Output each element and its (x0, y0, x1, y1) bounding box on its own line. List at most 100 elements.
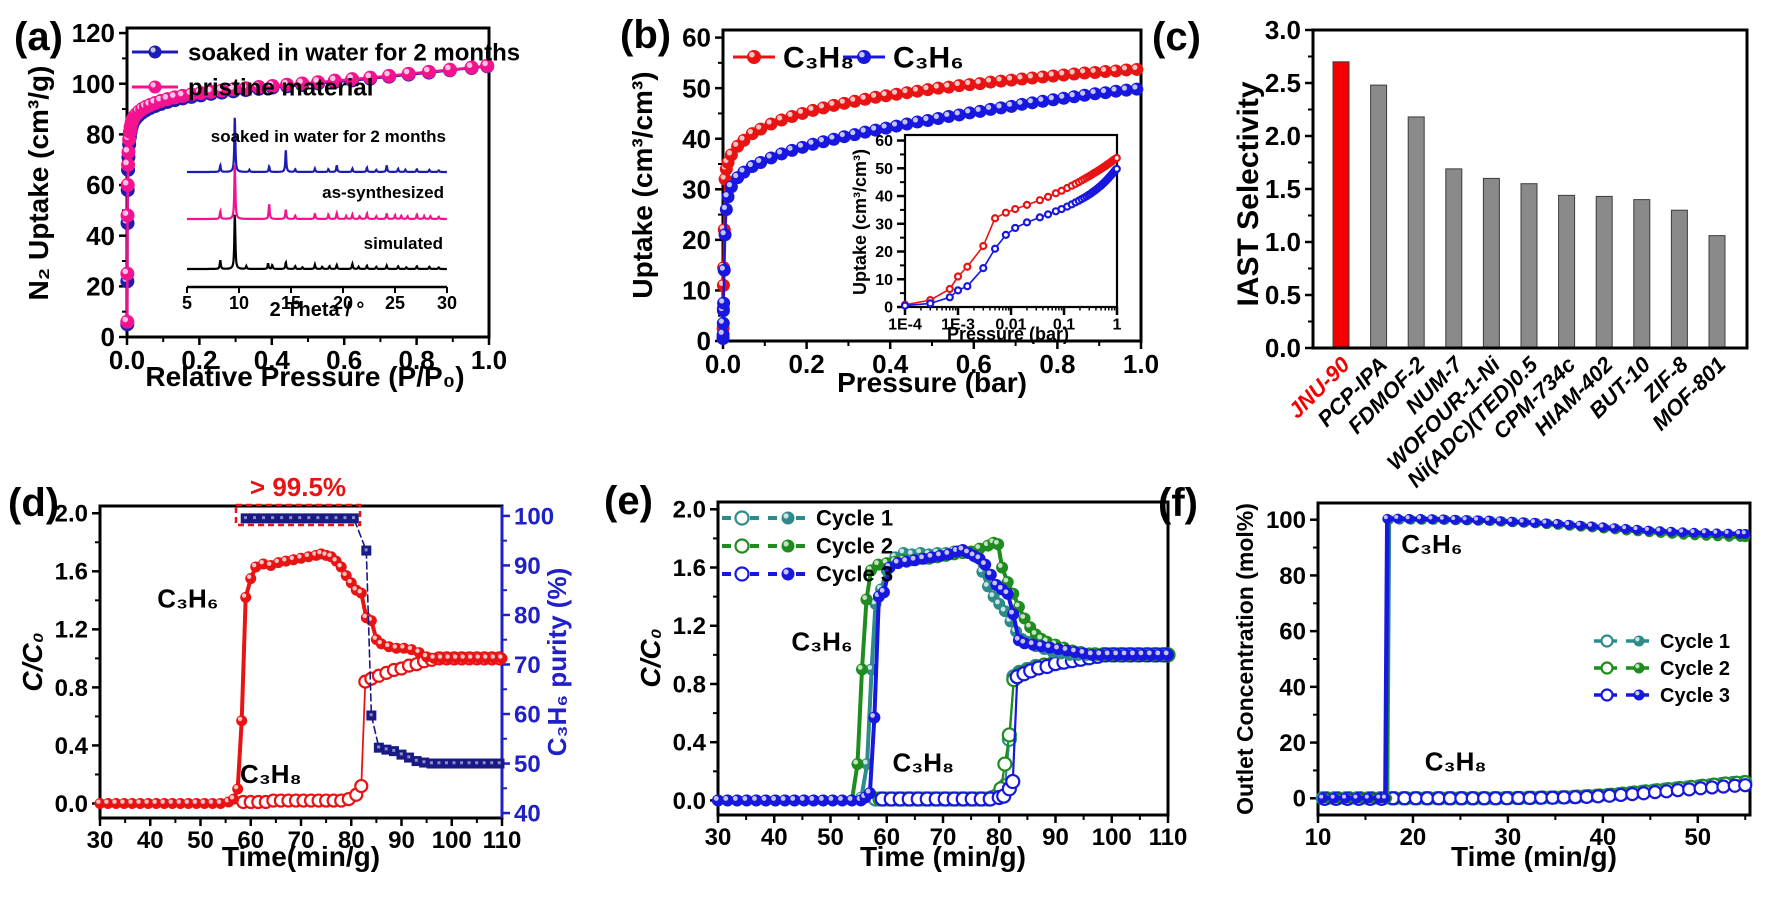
pxrd-trace (187, 214, 447, 271)
panel-letter-a: (a) (14, 15, 63, 59)
ylabel-inset: Uptake (cm³/cm³) (850, 149, 870, 295)
x-tick-label: 0.1 (1053, 317, 1075, 334)
pxrd-trace (187, 117, 447, 174)
x-tick-label: 60 (873, 824, 900, 851)
y-tick-label: 1.5 (1265, 174, 1301, 204)
x-tick-label: 0.4 (872, 349, 909, 379)
panel-letter-b: (b) (620, 13, 671, 57)
series-cycle3-c3h8 (874, 647, 1173, 807)
x-tick-label: 1.0 (1123, 349, 1159, 379)
x-tick-label: 1E-3 (941, 317, 975, 334)
bar-Ni(ADC)(TED)0.5 (1520, 183, 1538, 349)
y-tick-label: 2.0 (1265, 121, 1301, 151)
x-tick-label: 0.6 (956, 349, 992, 379)
legend: C₃H₈ C₃H₆ (733, 42, 964, 75)
x-tick-label: 70 (288, 827, 315, 854)
y-tick-label: 2.0 (55, 501, 88, 528)
bar-ZIF-8 (1670, 209, 1688, 349)
xlabel-a: Relative Pressure (P/P₀) (145, 361, 464, 392)
x-tick-label: 0.0 (109, 345, 145, 375)
panel-e: (e) 30 40 50 60 70 80 90 100 110 0.0 0.4 0.8 1.2 1.6 2.… (604, 479, 1187, 872)
y-tick-label: 1.6 (673, 555, 706, 582)
y-tick-label: 80 (1279, 563, 1306, 590)
xlabel-b: Pressure (bar) (837, 367, 1027, 398)
legend-label: Cycle 2 (816, 534, 893, 559)
x-tick-label: 80 (338, 827, 365, 854)
y-tick-label: 0.0 (55, 791, 88, 818)
y-tick-label: 30 (682, 174, 711, 204)
x-tick-label: 100 (432, 827, 472, 854)
y-tick-label: 80 (86, 119, 115, 149)
y-tick-label: 1.2 (673, 613, 706, 640)
y2-tick-label: 100 (514, 503, 554, 530)
bar-NUM-7 (1445, 168, 1463, 349)
y-tick-label: 0.4 (55, 733, 89, 760)
ylabel-d: C/C₀ (17, 632, 48, 691)
y-tick-label: 3.0 (1265, 15, 1301, 45)
annotation-box (234, 503, 362, 527)
bar-PCP-IPA (1370, 84, 1388, 349)
annotation-text: C₃H₆ (157, 584, 218, 614)
y-tick-label: 120 (72, 18, 115, 48)
y-tick-label: 60 (875, 133, 893, 150)
pxrd-trace-label: soaked in water for 2 months (211, 127, 446, 146)
pxrd-tick: 25 (385, 293, 405, 313)
y2-tick-label: 70 (514, 652, 541, 679)
x-tick-label: 10 (1305, 824, 1332, 851)
annotation-text: C₃H₈ (1425, 746, 1487, 776)
x-tick-label: 1 (1113, 317, 1122, 334)
x-tick-label: 40 (761, 824, 788, 851)
y-tick-label: 0.0 (1265, 333, 1301, 363)
y-tick-label: 20 (86, 271, 115, 301)
y-tick-label: 2.5 (1265, 68, 1301, 98)
pxrd-inset: soaked in water for 2 months as-synthesiz… (182, 117, 457, 321)
x-tick-label: 50 (1684, 824, 1711, 851)
panel-letter-c: (c) (1152, 15, 1201, 59)
y-tick-label: 60 (1279, 619, 1306, 646)
pxrd-tick: 5 (182, 293, 192, 313)
bars (1332, 61, 1726, 349)
y-tick-label: 0 (884, 300, 893, 317)
bar-HIAM-402 (1595, 195, 1613, 349)
ylabel-f: Outlet Concentration (mol%) (1232, 503, 1258, 815)
bar-MOF-801 (1708, 235, 1726, 349)
y-tick-label: 0 (101, 322, 115, 352)
x-tick-label: 40 (137, 827, 164, 854)
legend-label: Cycle 1 (1660, 631, 1730, 653)
annotation-text: C₃H₈ (240, 759, 302, 789)
series-c3h6-isotherm-log (900, 164, 1121, 310)
y-tick-label: 30 (875, 216, 893, 233)
legend-label: soaked in water for 2 months (188, 39, 520, 66)
pxrd-tick: 30 (437, 293, 457, 313)
y-tick-label: 20 (875, 244, 893, 261)
bar-WOFOUR-1-Ni (1482, 177, 1500, 349)
panel-f: (f) 10 20 30 40 50 0 20 40 60 80 100 Time (min/g) Out… (1158, 481, 1753, 872)
series-cycle3-c3h6 (712, 544, 1174, 807)
y2label-d: C₃H₆ purity (%) (542, 568, 572, 757)
series-c3h8-isotherm-log (900, 153, 1121, 309)
pxrd-xlabel: 2 Theta / ° (270, 299, 365, 321)
y-tick-label: 40 (1279, 674, 1306, 701)
x-tick-label: 90 (388, 827, 415, 854)
y2-tick-label: 40 (514, 800, 541, 827)
pxrd-trace (187, 164, 447, 221)
xlabel-inset: Pressure (bar) (947, 324, 1069, 344)
y2-tick-label: 90 (514, 553, 541, 580)
y-tick-label: 10 (875, 272, 893, 289)
x-tick-label: 60 (237, 827, 264, 854)
y-tick-label: 0 (697, 326, 711, 356)
legend-label: Cycle 2 (1660, 658, 1730, 680)
x-tick-label: 0.2 (789, 349, 825, 379)
xlabel-d: Time(min/g) (222, 841, 380, 872)
xlabel-e: Time (min/g) (860, 841, 1026, 872)
y2-tick-label: 50 (514, 751, 541, 778)
y-tick-label: 0.4 (673, 730, 707, 757)
x-tick-label: 1.0 (471, 345, 507, 375)
panel-letter-f: (f) (1158, 481, 1198, 525)
x-tick-label: 20 (1400, 824, 1427, 851)
axis-frame (903, 133, 1119, 309)
series-c3h6-isotherm (716, 82, 1144, 345)
bar-JNU-90 (1332, 61, 1350, 349)
